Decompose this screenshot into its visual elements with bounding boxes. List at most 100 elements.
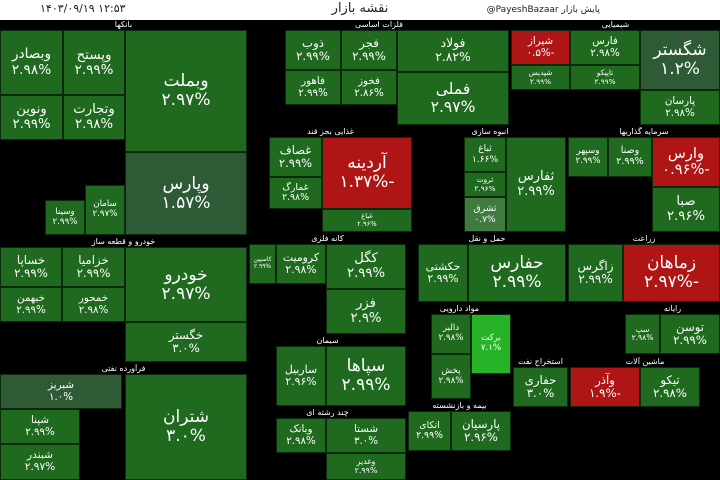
tile-name: وبانک <box>289 423 313 436</box>
tile-change: ۲.۹۹% <box>52 216 78 227</box>
tile-change: ۲.۹۸% <box>438 333 464 343</box>
tile: ثروت ۲.۹۶% <box>464 172 506 197</box>
tile-name: ثروت <box>476 175 494 185</box>
tile: وآذر -۱.۹% <box>570 367 640 407</box>
tile-name: ونوین <box>16 101 47 117</box>
tile: شتران ۳.۰% <box>125 374 247 480</box>
tile: پارسیان ۲.۹۶% <box>451 411 511 451</box>
tile-name: ثفارس <box>517 169 555 185</box>
tile: حکشتی ۲.۹۹% <box>418 244 468 302</box>
tile-name: شبندر <box>27 449 53 462</box>
tile: وسپهر ۲.۹۹% <box>568 137 608 177</box>
tile-name: اتکای <box>419 419 440 431</box>
sector-title: غذایی بجز قند <box>249 127 412 137</box>
tile-change: ۲.۹۸% <box>631 333 654 342</box>
tile-name: کگل <box>354 250 378 266</box>
tile: ذوب ۲.۹۹% <box>285 30 341 70</box>
tile-name: سپاها <box>346 356 386 377</box>
sector-title: سرمایه گذاریها <box>568 127 720 137</box>
sector: شیمیایی شگستر ۱.۲% پارسان ۲.۹۸% فارس ۲.۹۸% شیرا… <box>511 20 720 125</box>
tile-change: -۰.۹۶% <box>662 161 710 178</box>
tile: ثشرق ۰.۷% <box>464 197 506 232</box>
tile-name: شپنا <box>31 414 49 427</box>
tile-change: ۲.۹۹% <box>25 425 55 438</box>
tile-change: ۲.۹۹% <box>12 116 51 132</box>
tile: وارس -۰.۹۶% <box>652 137 720 187</box>
sector-title: رایانه <box>625 304 720 314</box>
tile-name: فولاد <box>440 36 466 51</box>
tile: فزر ۲.۹% <box>326 289 406 334</box>
tile-change: ۲.۹۷% <box>92 209 118 219</box>
tile-change: ۲.۹۸% <box>11 61 52 78</box>
sector-title: بیمه و بازنشسته <box>408 401 511 411</box>
tile-name: دالبر <box>442 323 460 334</box>
sector-title: فرآورده نفتی <box>0 364 247 374</box>
tile-name: وتجارت <box>73 101 115 117</box>
tile: وسینا ۲.۹۹% <box>45 200 85 235</box>
tile-change: ۲.۹۹% <box>416 430 443 441</box>
tile-change: -۱.۹% <box>589 386 621 400</box>
tile: پارسان ۲.۹۸% <box>640 90 720 125</box>
tile-name: ثباغ <box>478 144 492 155</box>
tile-name: پخش <box>441 365 461 376</box>
tile: فخوز ۲.۸۶% <box>341 70 397 105</box>
tile-change: ۲.۹۹% <box>352 49 386 63</box>
sector: سیمان سپاها ۲.۹۹% ساربیل ۲.۹۶% <box>249 336 406 406</box>
tile-name: وپستح <box>76 46 112 63</box>
tile: خبهمن ۲.۹۹% <box>0 287 62 322</box>
tile: شبندر ۲.۹۷% <box>0 444 80 480</box>
tile-name: سامان <box>93 199 117 210</box>
tile: وغدیر ۲.۹۹% <box>326 453 406 480</box>
tile: وصنا ۲.۹۹% <box>608 137 652 177</box>
tile-name: وبملت <box>163 71 209 92</box>
tile-change: -۱.۳۷% <box>339 172 395 192</box>
tile: خودرو ۲.۹۷% <box>125 247 247 322</box>
tile: غصاف ۲.۹۹% <box>269 137 322 177</box>
tile-change: ۲.۹۹% <box>529 76 552 86</box>
tile-name: فارس <box>592 35 618 48</box>
tile-name: وسپهر <box>576 146 600 157</box>
tile-name: وپارس <box>162 173 210 194</box>
tile-name: شپدیس <box>528 68 553 78</box>
tile-change: ۲.۹۶% <box>464 430 498 444</box>
sector: زراعت زماهان -۲.۹۷% زاگرس ۲.۹۹% <box>568 234 720 302</box>
sector-title: کانه فلزی <box>249 234 406 244</box>
tile-change: ۲.۹۹% <box>578 272 613 286</box>
tile: خمحور ۲.۹۸% <box>62 287 125 322</box>
tile-name: پارسان <box>664 95 696 108</box>
tile: آردینه -۱.۳۷% <box>322 137 412 209</box>
sector: غذایی بجز قند آردینه -۱.۳۷% غیاغ ۲.۹۶% غصاف ۲.… <box>249 127 412 232</box>
sector-title: ماشین آلات <box>570 357 720 367</box>
tile: غمارگ ۲.۹۸% <box>269 177 322 209</box>
tile: فملی ۲.۹۷% <box>397 72 509 125</box>
tile-name: سپ <box>635 324 650 334</box>
tile-name: وبصادر <box>11 46 52 63</box>
tile-change: ۲.۹۸% <box>285 263 317 276</box>
sector: بیمه و بازنشسته پارسیان ۲.۹۶% اتکای ۲.۹۹% <box>408 401 511 480</box>
tile-change: -۰.۵% <box>526 46 555 59</box>
tile: فاهور ۲.۹۹% <box>285 70 341 105</box>
sector: سرمایه گذاریها وارس -۰.۹۶% صبا ۲.۹۶% وصنا ۲.۹۹… <box>568 127 720 232</box>
tile-name: پارسیان <box>461 417 501 432</box>
tile: تاپیکو ۲.۹۹% <box>570 65 640 90</box>
tile: شگستر ۱.۲% <box>640 30 720 90</box>
tile-change: ۲.۹۹% <box>427 272 459 285</box>
tile-name: شگستر <box>653 40 707 61</box>
tile-name: زماهان <box>646 253 697 274</box>
tile-name: غیاغ <box>361 212 373 221</box>
sector: فرآورده نفتی شتران ۳.۰% شبریز ۱.۰% شپنا ۲.۹۹% ش… <box>0 364 247 480</box>
tile-name: وارس <box>667 144 705 162</box>
date: ۱۴۰۳/۰۹/۱۹ ۱۲:۵۳ <box>40 2 126 15</box>
tile-change: ۲.۹۸% <box>74 116 114 132</box>
tile-name: فاهور <box>301 75 325 88</box>
tile-change: ۲.۹۹% <box>278 156 313 170</box>
tile-name: حکشتی <box>425 260 461 274</box>
sector-title: حمل و نقل <box>408 234 566 244</box>
tile-change: ۲.۹۶% <box>474 183 496 193</box>
tile-name: وصنا <box>620 145 640 157</box>
tile-change: ۲.۹۹% <box>517 183 555 199</box>
tile-name: خگستر <box>168 328 204 343</box>
tile: سپ ۲.۹۸% <box>625 314 660 354</box>
sector-title: انبوه سازی <box>414 127 566 137</box>
